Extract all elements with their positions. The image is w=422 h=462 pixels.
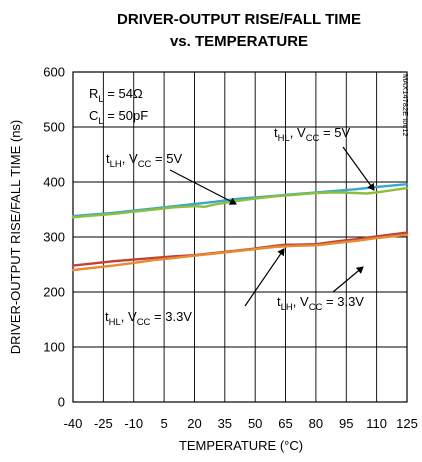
- annotation-tlh-3v3: tLH, VCC = 3.3V: [277, 294, 364, 313]
- plot-grid: [73, 72, 407, 402]
- x-tick-label: 50: [248, 416, 262, 431]
- series-line-3: [71, 231, 409, 267]
- x-tick-label: 95: [339, 416, 353, 431]
- plot-frame: [72, 71, 408, 403]
- x-tick-label: -40: [64, 416, 83, 431]
- y-tick-labels: 0 100 200 300 400 500 600: [43, 65, 65, 410]
- y-tick-label: 500: [43, 120, 65, 135]
- y-tick-label: 300: [43, 230, 65, 245]
- x-tick-labels: -40 -25 -10 5 20 35 50 65 80 95 110 125: [64, 416, 418, 431]
- annotation-arrow-tlh-5v: [169, 169, 237, 205]
- x-tick-label: 125: [396, 416, 418, 431]
- x-axis-label: TEMPERATURE (°C): [179, 438, 303, 453]
- annotation-arrow-thl-5v: [342, 146, 375, 191]
- x-tick-label: -10: [124, 416, 143, 431]
- x-tick-label: 80: [309, 416, 323, 431]
- x-tick-label: 5: [160, 416, 167, 431]
- y-tick-label: 400: [43, 175, 65, 190]
- chart-title-line1: DRIVER-OUTPUT RISE/FALL TIME: [117, 11, 361, 28]
- y-tick-label: 200: [43, 285, 65, 300]
- annotation-tlh-5v: tLH, VCC = 5V: [106, 151, 182, 170]
- figure-watermark: MAX14782E toc12: [401, 74, 410, 137]
- annotation-arrow-thl-3v3: [244, 248, 285, 307]
- y-axis-label: DRIVER-OUTPUT RISE/FALL TIME (ns): [8, 120, 23, 355]
- series-lines: [71, 183, 409, 272]
- chart-title-line2: vs. TEMPERATURE: [170, 33, 308, 50]
- annotation-thl-5v: tHL, VCC = 5V: [274, 125, 350, 144]
- series-line-2: [71, 186, 409, 219]
- condition-rl: RL = 54Ω: [89, 86, 143, 105]
- series-line-4: [71, 233, 409, 272]
- y-tick-label: 100: [43, 340, 65, 355]
- x-tick-label: 35: [218, 416, 232, 431]
- x-tick-label: -25: [94, 416, 113, 431]
- annotation-thl-3v3: tHL, VCC = 3.3V: [105, 309, 192, 328]
- x-tick-label: 65: [278, 416, 292, 431]
- y-tick-label: 600: [43, 65, 65, 80]
- y-tick-label: 0: [58, 395, 65, 410]
- x-tick-label: 20: [187, 416, 201, 431]
- annotation-arrow-tlh-3v3: [332, 266, 364, 293]
- condition-cl: CL = 50pF: [89, 108, 148, 127]
- x-tick-label: 110: [366, 416, 387, 431]
